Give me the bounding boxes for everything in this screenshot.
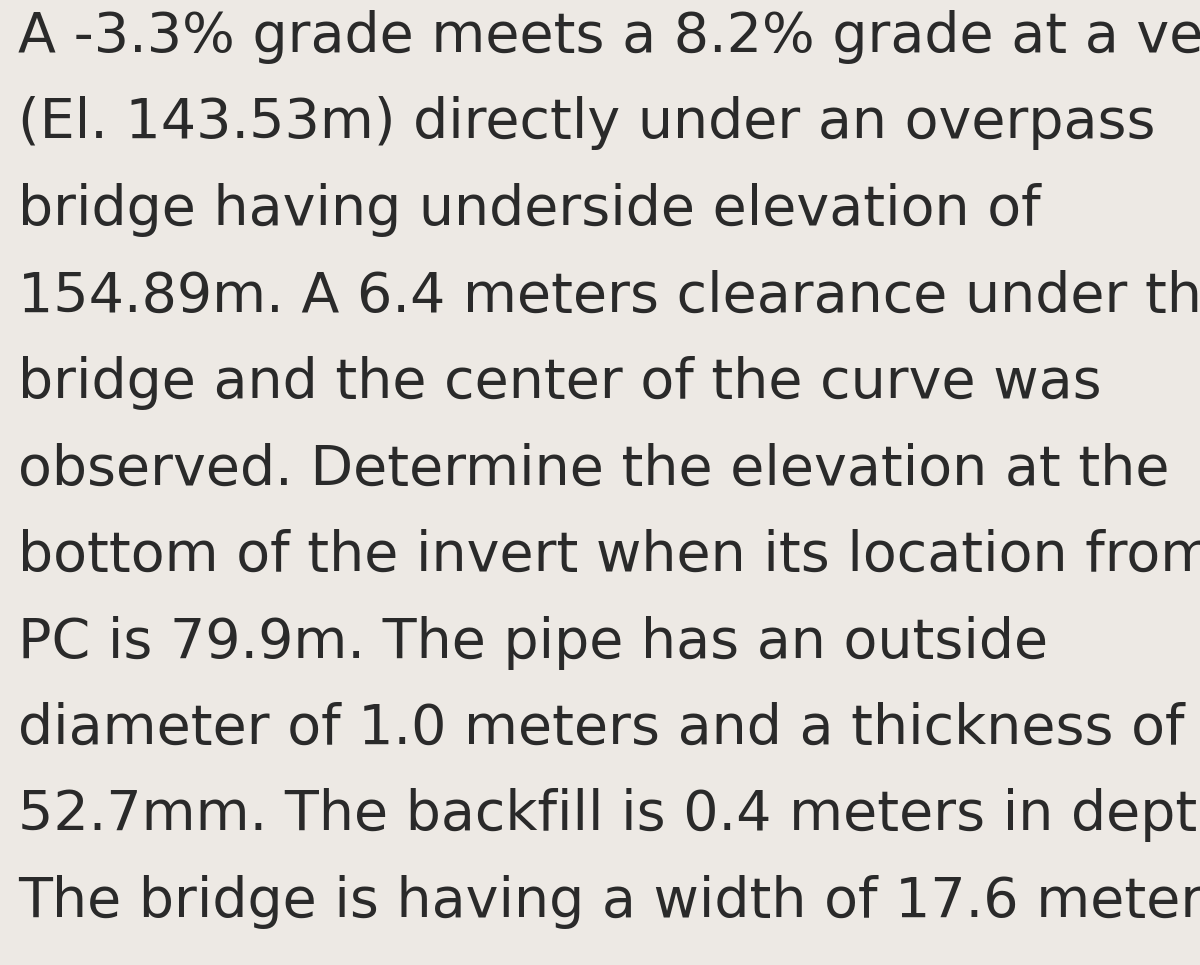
Text: PC is 79.9m. The pipe has an outside: PC is 79.9m. The pipe has an outside: [18, 616, 1048, 670]
Text: A -3.3% grade meets a 8.2% grade at a vertex: A -3.3% grade meets a 8.2% grade at a ve…: [18, 10, 1200, 64]
Text: The bridge is having a width of 17.6 meters.: The bridge is having a width of 17.6 met…: [18, 875, 1200, 929]
Text: (El. 143.53m) directly under an overpass: (El. 143.53m) directly under an overpass: [18, 96, 1156, 151]
Text: bottom of the invert when its location from: bottom of the invert when its location f…: [18, 529, 1200, 583]
Text: bridge and the center of the curve was: bridge and the center of the curve was: [18, 356, 1102, 410]
Text: bridge having underside elevation of: bridge having underside elevation of: [18, 183, 1040, 237]
Text: 52.7mm. The backfill is 0.4 meters in depth.: 52.7mm. The backfill is 0.4 meters in de…: [18, 788, 1200, 842]
Text: observed. Determine the elevation at the: observed. Determine the elevation at the: [18, 443, 1170, 497]
Text: diameter of 1.0 meters and a thickness of: diameter of 1.0 meters and a thickness o…: [18, 702, 1184, 756]
Text: 154.89m. A 6.4 meters clearance under the: 154.89m. A 6.4 meters clearance under th…: [18, 269, 1200, 323]
